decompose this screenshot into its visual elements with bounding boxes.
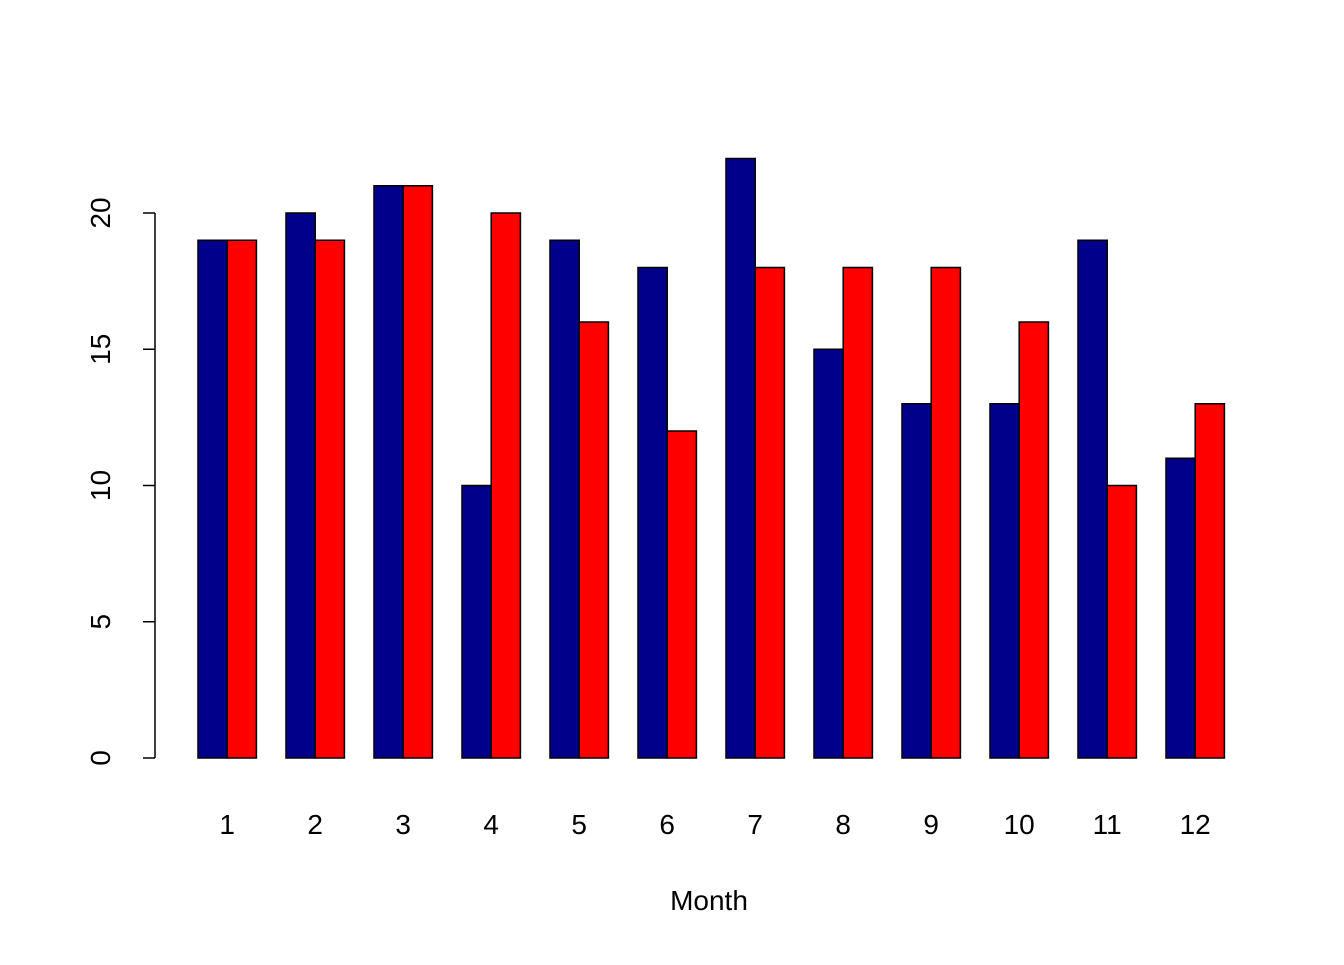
bar-month-10-series-1 [989,403,1020,759]
bar-month-11-series-1 [1077,239,1108,759]
bars-group [197,157,1226,759]
x-tick-label: 6 [659,809,675,840]
x-tick-label: 7 [747,809,763,840]
x-tick-label: 12 [1180,809,1211,840]
bar-month-3-series-2 [402,185,434,759]
bar-month-11-series-2 [1106,484,1138,759]
y-tick-label: 10 [85,470,116,501]
bar-month-3-series-1 [373,185,404,759]
bar-month-5-series-1 [549,239,580,759]
bar-month-7-series-1 [725,157,756,759]
x-tick-label: 4 [483,809,499,840]
y-tick-label: 20 [85,197,116,228]
bar-month-9-series-2 [930,266,962,759]
bar-month-10-series-2 [1018,321,1050,759]
y-axis: 0 5 10 15 20 [85,197,156,766]
bar-month-12-series-2 [1194,403,1226,759]
x-tick-labels: 1 2 3 4 5 6 7 8 9 10 11 12 [219,809,1210,840]
y-tick-label: 5 [85,614,116,630]
y-tick-label: 0 [85,750,116,766]
bar-month-6-series-2 [666,430,698,759]
bar-month-7-series-2 [754,266,786,759]
y-tick-label: 15 [85,334,116,365]
bar-month-2-series-1 [285,212,316,759]
bar-month-6-series-1 [637,266,668,759]
bar-month-4-series-2 [490,212,522,759]
bar-month-8-series-2 [842,266,874,759]
x-axis-label: Month [670,885,748,916]
x-tick-label: 11 [1093,809,1122,840]
bar-month-2-series-2 [314,239,346,759]
bar-month-1-series-2 [226,239,258,759]
bar-month-5-series-2 [578,321,610,759]
bar-month-12-series-1 [1165,457,1196,759]
x-tick-label: 3 [395,809,411,840]
bar-month-1-series-1 [197,239,228,759]
bar-month-8-series-1 [813,348,844,759]
x-tick-label: 10 [1004,809,1035,840]
x-tick-label: 5 [571,809,587,840]
bar-month-4-series-1 [461,484,492,759]
x-tick-label: 9 [923,809,939,840]
bar-month-9-series-1 [901,403,932,759]
x-tick-label: 1 [219,809,235,840]
x-tick-label: 2 [307,809,323,840]
x-tick-label: 8 [835,809,851,840]
